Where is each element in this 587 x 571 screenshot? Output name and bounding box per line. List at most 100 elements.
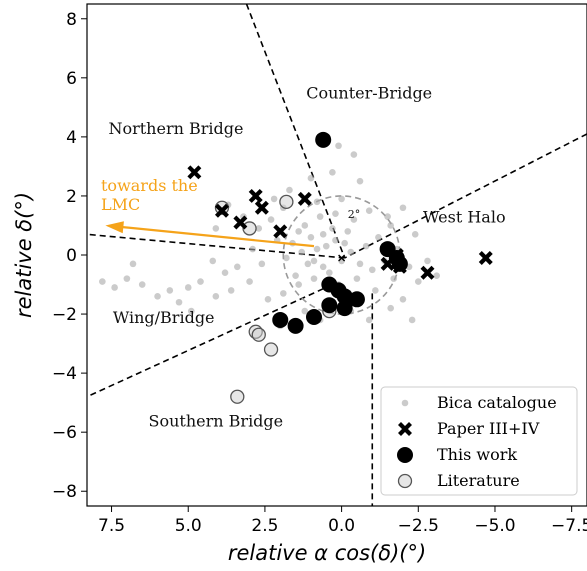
bica-point	[310, 275, 318, 282]
bica-point	[326, 269, 333, 277]
bica-point	[283, 254, 290, 262]
legend-marker-paper	[398, 422, 412, 436]
paper-iii-iv-point	[478, 250, 493, 265]
x-tick-label: −2.5	[398, 516, 439, 536]
legend-label: Paper III+IV	[437, 419, 540, 438]
legend-marker-this-work	[397, 447, 413, 463]
legend-label: Literature	[437, 471, 520, 490]
legend-marker-literature	[397, 473, 413, 489]
data-layer: 2° Counter-Bridge Northern Bridge West Halo…	[99, 83, 506, 430]
y-axis-title: relative δ(°)	[12, 192, 36, 318]
bica-point	[362, 242, 370, 250]
x-tick-label: 5.0	[175, 516, 202, 536]
this-work-point	[315, 131, 332, 148]
bica-point	[310, 257, 318, 265]
bica-point	[249, 245, 256, 253]
bica-point	[270, 195, 278, 203]
paper-iii-iv-point	[233, 215, 248, 230]
x-tick-label: 0.0	[328, 516, 355, 536]
bica-point	[375, 233, 382, 241]
bica-point	[332, 236, 339, 244]
bica-point	[424, 257, 431, 265]
bica-point	[301, 307, 309, 315]
bica-point	[175, 298, 183, 306]
bica-point	[384, 213, 391, 220]
bica-point	[212, 225, 220, 232]
paper-iii-iv-point	[187, 165, 202, 180]
region-label: Southern Bridge	[149, 411, 284, 430]
bica-point	[187, 307, 195, 315]
legend-marker-bica	[401, 399, 409, 407]
legend-label: Bica catalogue	[437, 393, 557, 412]
literature-point	[251, 327, 266, 342]
bica-point	[295, 228, 302, 235]
lmc-arrow-head	[105, 221, 124, 234]
bica-point	[365, 316, 373, 324]
bica-point	[258, 260, 266, 268]
bica-point	[307, 233, 315, 241]
bica-point	[329, 169, 336, 176]
bica-point	[350, 216, 358, 223]
bica-point	[356, 177, 364, 185]
arrow-label: LMC	[101, 195, 140, 214]
bica-point	[387, 304, 394, 312]
y-tick-label: −6	[52, 423, 77, 443]
bica-point	[280, 290, 287, 297]
y-tick-label: −2	[52, 305, 77, 325]
bica-point	[212, 293, 220, 300]
bica-point	[347, 248, 355, 256]
bica-point	[286, 186, 293, 194]
this-work-point	[287, 317, 304, 334]
bica-point	[322, 242, 330, 250]
bica-point	[353, 275, 361, 282]
literature-point	[230, 389, 245, 404]
bica-point	[304, 260, 312, 268]
bica-point	[184, 284, 192, 291]
legend-box	[380, 386, 578, 496]
y-tick-label: 8	[66, 10, 77, 30]
lmc-arrow-line	[121, 225, 315, 248]
bica-point	[319, 231, 327, 238]
bica-point	[399, 295, 407, 303]
bica-point	[319, 263, 327, 271]
bica-point	[313, 245, 321, 253]
bica-point	[390, 275, 398, 282]
bica-point	[138, 281, 146, 288]
circle-label: 2°	[348, 208, 361, 221]
bica-point	[316, 213, 324, 220]
y-tick-label: −4	[52, 364, 77, 384]
literature-point	[242, 221, 257, 236]
bica-point	[123, 275, 131, 282]
x-axis-title: relative α cos(δ)(°)	[228, 541, 426, 565]
paper-iii-iv-point	[297, 191, 312, 206]
bica-point	[332, 210, 339, 217]
bica-point	[411, 231, 419, 238]
boundary-line	[245, 4, 346, 259]
bica-point	[298, 248, 306, 256]
y-tick-label: −8	[52, 482, 77, 502]
region-label: Counter-Bridge	[306, 83, 432, 102]
region-label: West Halo	[423, 208, 506, 227]
bica-point	[344, 228, 352, 235]
paper-iii-iv-point	[420, 265, 435, 280]
bica-point	[365, 207, 373, 215]
bica-point	[372, 287, 379, 294]
bica-point	[197, 278, 204, 285]
x-tick-label: −5.0	[474, 516, 515, 536]
x-tick-label: 2.5	[251, 516, 278, 536]
arrow-label: towards the	[101, 176, 198, 195]
this-work-point	[305, 309, 322, 326]
bica-point	[313, 198, 321, 206]
bica-point	[414, 278, 422, 285]
paper-iii-iv-point	[254, 200, 269, 215]
bica-point	[338, 195, 345, 203]
bica-point	[387, 222, 394, 229]
bica-point	[154, 293, 161, 300]
bica-point	[329, 225, 336, 232]
bica-point	[111, 284, 118, 291]
bica-point	[234, 263, 241, 271]
x-tick-label: −7.5	[551, 516, 587, 536]
paper-iii-iv-point	[273, 224, 288, 239]
paper-iii-iv-point	[214, 203, 229, 218]
